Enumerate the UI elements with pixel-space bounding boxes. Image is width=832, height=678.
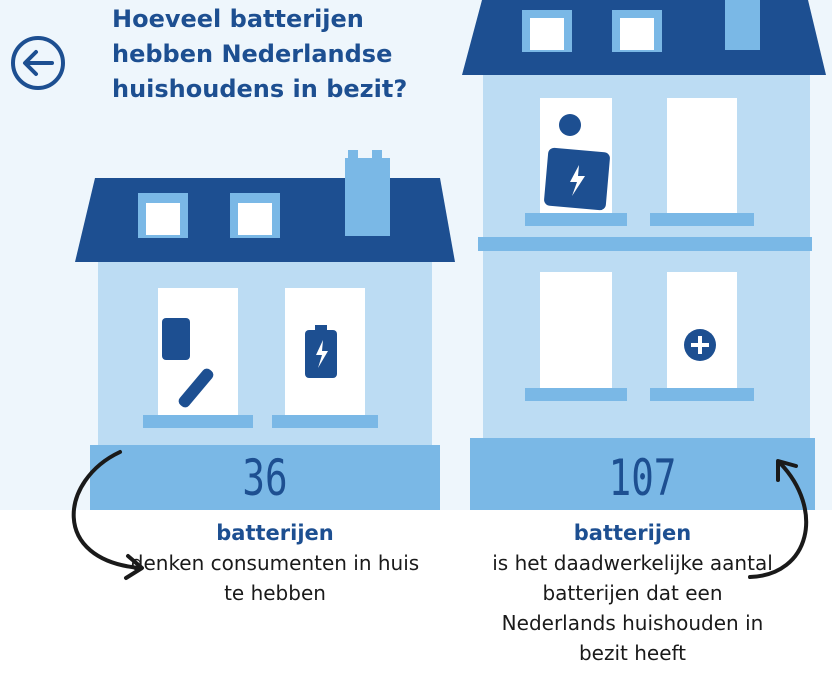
caption: batterijen is het daadwerkelijke aantal … (490, 518, 775, 668)
title: Hoeveel batterijen hebben Nederlandse hu… (112, 2, 432, 107)
house-large (462, 0, 826, 510)
house-value: 107 (513, 446, 772, 510)
caption-text: denken consumenten in huis te hebben (131, 551, 419, 605)
caption: batterijen denken consumenten in huis te… (130, 518, 420, 608)
caption-label: batterijen (490, 518, 775, 548)
page: {"header": {"title": "Hoeveel batterijen… (0, 0, 832, 678)
caption-text: is het daadwerkelijke aantal batterijen … (492, 551, 773, 665)
caption-label: batterijen (130, 518, 420, 548)
house-value: 36 (134, 446, 397, 510)
